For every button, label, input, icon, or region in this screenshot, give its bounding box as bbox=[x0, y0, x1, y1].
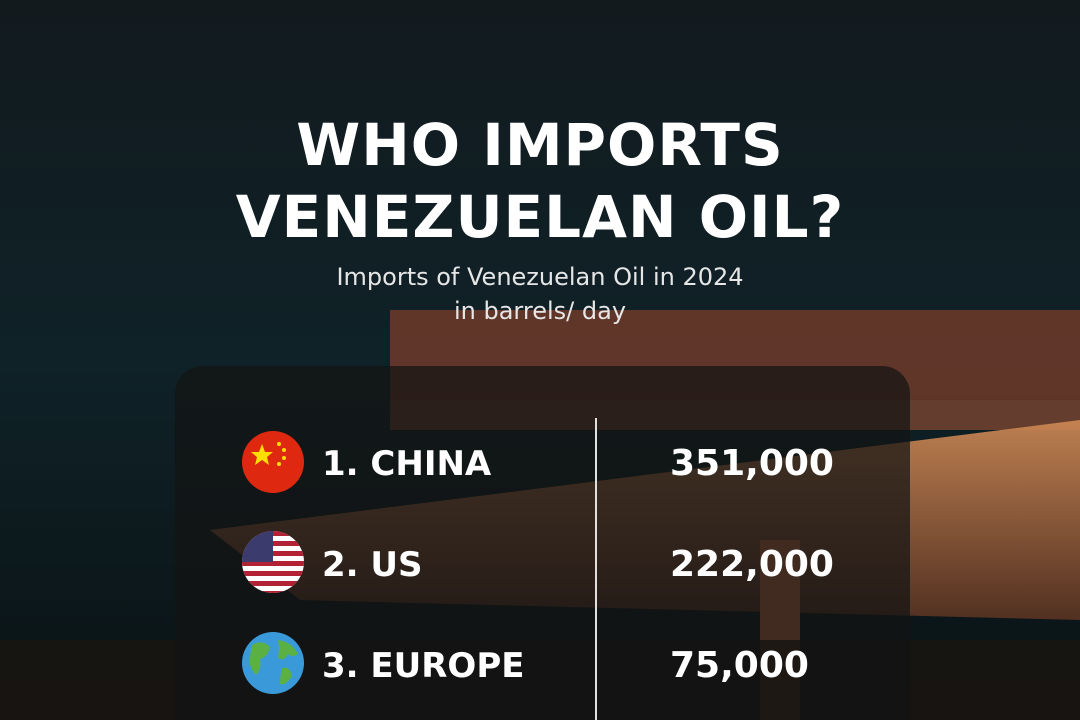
flag-china bbox=[242, 431, 304, 493]
country-label: 3. EUROPE bbox=[322, 646, 524, 686]
import-value: 75,000 bbox=[670, 645, 809, 686]
flag-us bbox=[242, 531, 304, 593]
title-line: WHO IMPORTS bbox=[296, 111, 784, 179]
import-value: 351,000 bbox=[670, 443, 834, 484]
globe-icon bbox=[242, 632, 304, 694]
country-label: 2. US bbox=[322, 545, 423, 585]
import-value: 222,000 bbox=[670, 544, 834, 585]
subtitle-line: in barrels/ day bbox=[454, 297, 626, 325]
title-line: VENEZUELAN OIL? bbox=[236, 183, 845, 251]
country-label: 1. CHINA bbox=[322, 444, 492, 484]
panel bbox=[175, 366, 910, 720]
subtitle-line: Imports of Venezuelan Oil in 2024 bbox=[336, 263, 743, 291]
